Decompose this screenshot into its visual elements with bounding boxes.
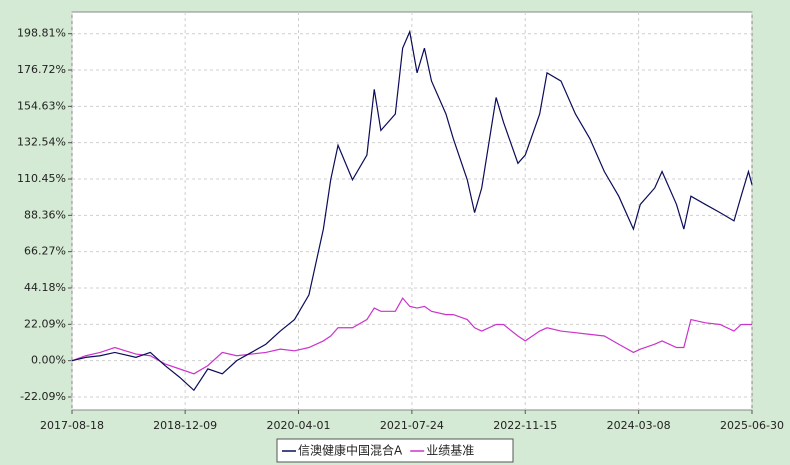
x-tick-label: 2020-04-01 [267,419,331,432]
series-line [71,29,753,392]
y-tick-label: 198.81% [17,27,66,40]
x-tick-label: 2018-12-09 [153,419,217,432]
x-tick-label: 2025-06-30 [720,419,784,432]
x-tick-label: 2017-08-18 [40,419,104,432]
x-tick-label: 2024-03-08 [607,419,671,432]
y-tick-label: -22.09% [20,390,66,403]
y-tick-label: 22.09% [24,317,66,330]
y-tick-label: 88.36% [24,208,66,221]
y-tick-label: 132.54% [17,136,66,149]
y-tick-label: 176.72% [17,63,66,76]
x-tick-label: 2021-07-24 [380,419,444,432]
legend-label: 信澳健康中国混合A [298,443,403,458]
legend-label: 业绩基准 [426,444,474,458]
series-line [71,297,752,375]
legend-box [276,438,514,463]
y-tick-label: 66.27% [24,245,66,258]
y-tick-label: 44.18% [24,281,66,294]
y-tick-label: 154.63% [17,99,66,112]
x-tick-label: 2022-11-15 [493,419,557,432]
y-tick-label: 0.00% [31,354,66,367]
y-tick-label: 110.45% [17,172,66,185]
